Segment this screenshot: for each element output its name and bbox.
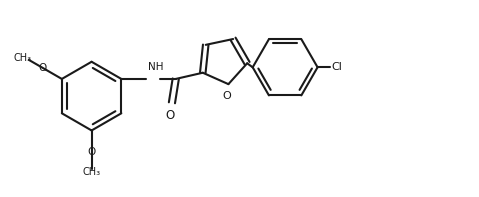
Text: O: O [88,147,96,157]
Text: O: O [39,63,47,73]
Text: CH₃: CH₃ [13,53,32,63]
Text: O: O [165,110,174,123]
Text: NH: NH [148,62,163,72]
Text: O: O [223,91,231,101]
Text: Cl: Cl [331,62,342,72]
Text: CH₃: CH₃ [82,167,101,177]
